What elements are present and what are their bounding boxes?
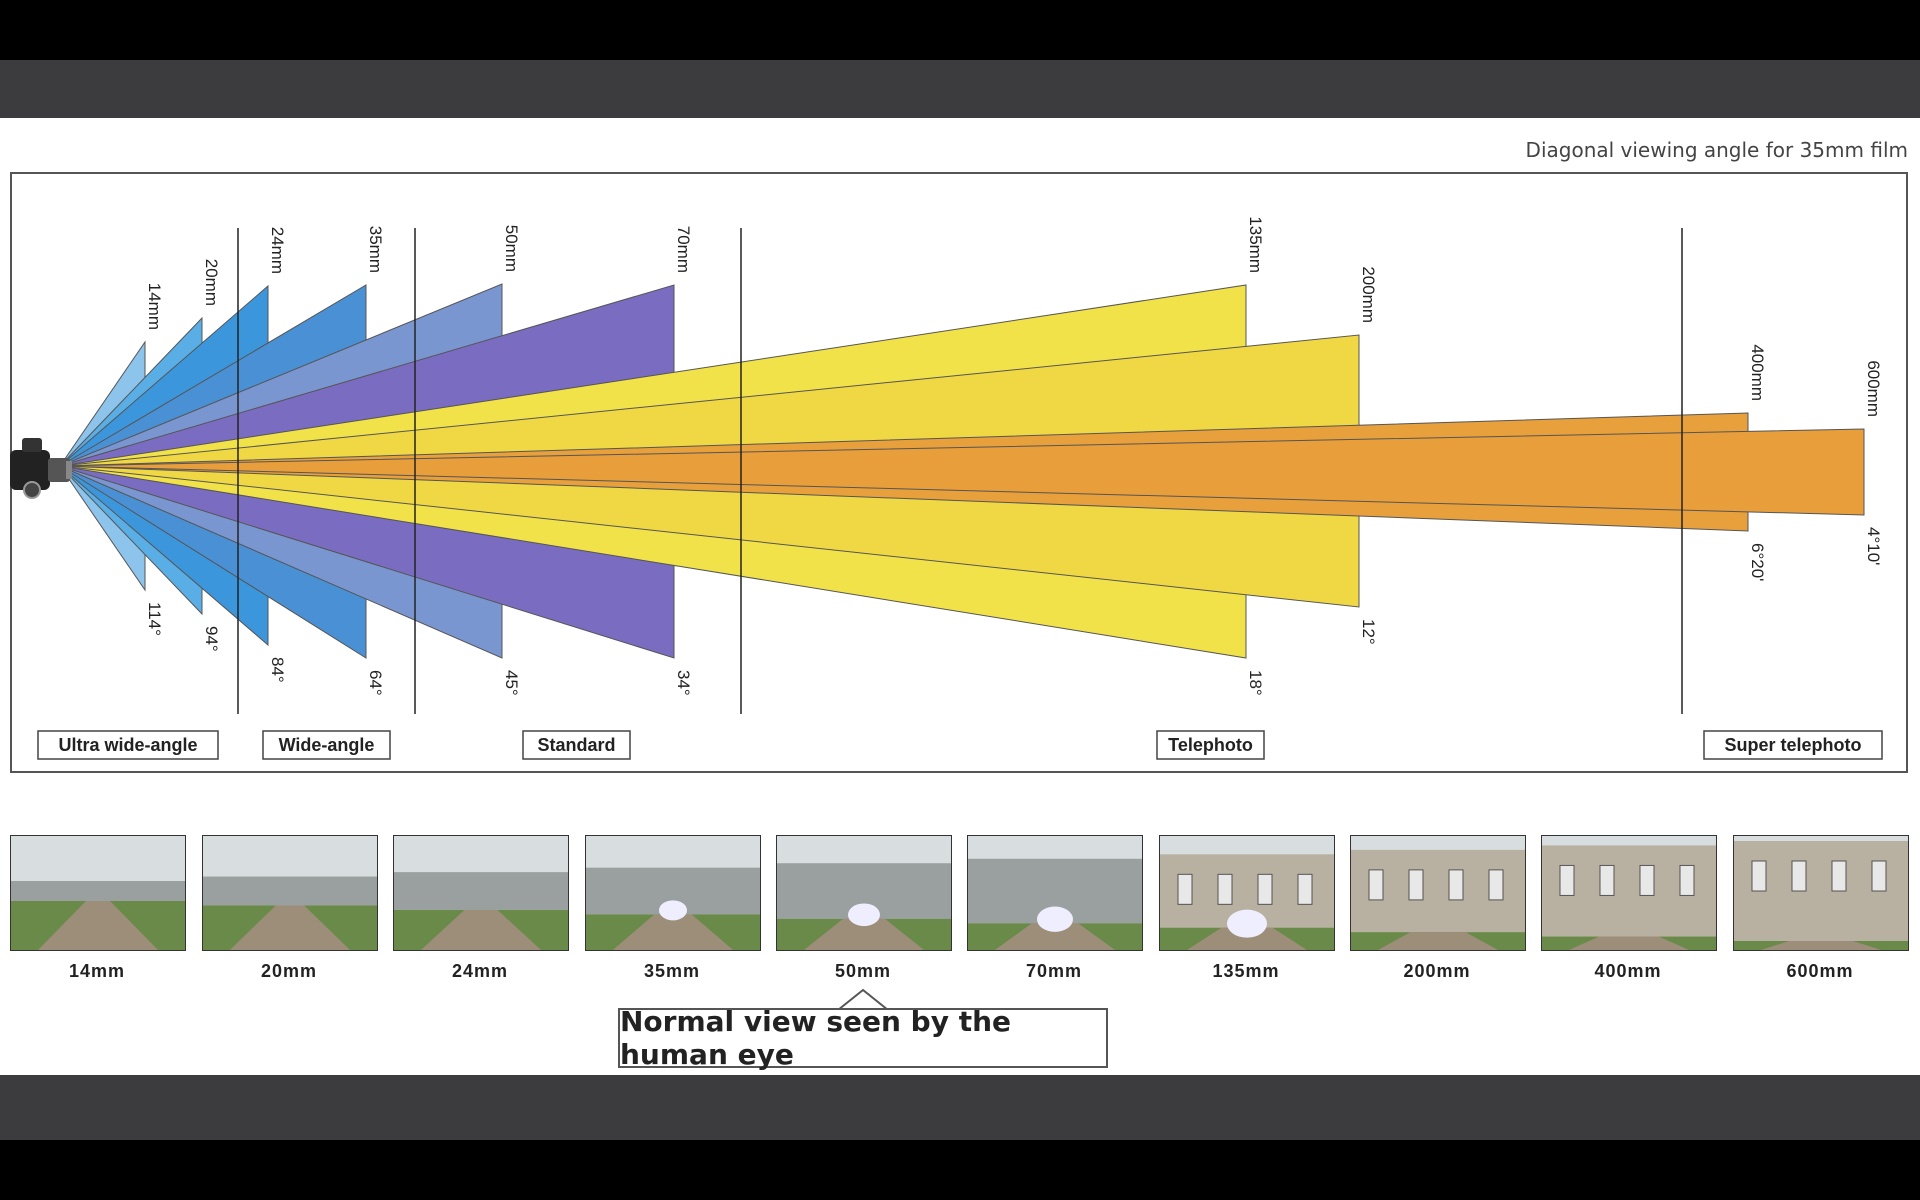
angle-label: 84°	[268, 657, 287, 683]
sample-photo-600mm	[1733, 835, 1909, 951]
category-label: Telephoto	[1168, 735, 1253, 755]
angle-label: 6°20'	[1748, 543, 1767, 581]
category-box: Standard	[522, 730, 631, 760]
category-box: Ultra wide-angle	[37, 730, 219, 760]
sample-photo-label: 35mm	[643, 961, 701, 981]
sample-photo-label: 135mm	[1212, 961, 1280, 981]
sample-photo-label: 50mm	[834, 961, 892, 981]
sample-photo-label: 200mm	[1403, 961, 1471, 981]
focal-label: 35mm	[366, 226, 385, 273]
lens-labels: 14mm 114° 20mm 94° 24mm 84° 35mm 64° 50mm 45° 70mm…	[145, 216, 1883, 695]
angle-label: 4°10'	[1864, 527, 1883, 565]
bottom-bar	[0, 1075, 1920, 1140]
focal-label: 400mm	[1748, 344, 1767, 401]
category-box: Telephoto	[1156, 730, 1265, 760]
focal-label: 200mm	[1359, 266, 1378, 323]
normal-view-callout: Normal view seen by the human eye	[618, 1005, 1108, 1071]
angle-label: 45°	[502, 670, 521, 696]
category-label: Wide-angle	[279, 735, 375, 755]
sample-photo-label: 70mm	[1025, 961, 1083, 981]
angle-label: 18°	[1246, 670, 1265, 696]
angle-fans	[58, 283, 1865, 659]
sample-photo-35mm	[585, 835, 761, 951]
sample-photo-24mm	[393, 835, 569, 951]
camera-icon	[10, 438, 72, 499]
angle-fan-600mm	[59, 428, 1865, 516]
sample-photo-70mm	[967, 835, 1143, 951]
focal-label: 50mm	[502, 225, 521, 272]
angle-label: 114°	[145, 602, 164, 636]
focal-label: 14mm	[145, 283, 164, 330]
sample-photo-label: 400mm	[1594, 961, 1662, 981]
focal-label: 600mm	[1864, 360, 1883, 417]
sample-photo-label: 600mm	[1786, 961, 1854, 981]
focal-label: 24mm	[268, 227, 287, 274]
sample-photo-200mm	[1350, 835, 1526, 951]
category-box: Wide-angle	[262, 730, 391, 760]
category-dividers	[237, 228, 1683, 714]
category-label: Standard	[537, 735, 615, 755]
top-bar	[0, 60, 1920, 118]
lens-angle-figure: Diagonal viewing angle for 35mm film 14m…	[0, 118, 1920, 1075]
sample-photo-label: 14mm	[68, 961, 126, 981]
category-label: Super telephoto	[1724, 735, 1861, 755]
sample-photo-label: 24mm	[451, 961, 509, 981]
header-note: Diagonal viewing angle for 35mm film	[1525, 138, 1908, 162]
sample-photo-label: 20mm	[260, 961, 318, 981]
focal-label: 70mm	[674, 226, 693, 273]
sample-photo-50mm	[776, 835, 952, 951]
angle-label: 64°	[366, 670, 385, 696]
angle-label: 94°	[202, 626, 221, 652]
category-box: Super telephoto	[1703, 730, 1883, 760]
focal-label: 135mm	[1246, 216, 1265, 273]
category-boxes: Ultra wide-angle Wide-angle Standard Teleph…	[37, 730, 1883, 760]
angle-label: 12°	[1359, 619, 1378, 645]
angle-label: 34°	[674, 670, 693, 696]
sample-photo-135mm	[1159, 835, 1335, 951]
sample-photo-20mm	[202, 835, 378, 951]
category-label: Ultra wide-angle	[58, 735, 197, 755]
angle-diagram: 14mm 114° 20mm 94° 24mm 84° 35mm 64° 50mm 45° 70mm…	[10, 172, 1908, 773]
focal-label: 20mm	[202, 259, 221, 306]
sample-photo-14mm	[10, 835, 186, 951]
sample-photo-400mm	[1541, 835, 1717, 951]
